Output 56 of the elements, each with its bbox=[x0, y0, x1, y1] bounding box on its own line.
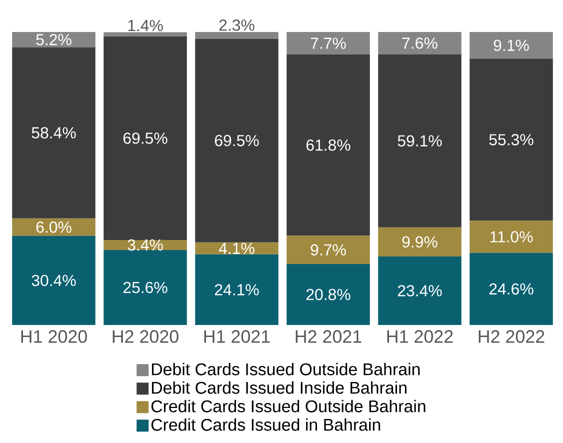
bar bbox=[378, 256, 462, 326]
bar bbox=[286, 32, 370, 55]
bar bbox=[104, 250, 187, 326]
bar bbox=[104, 36, 187, 240]
x-tick-label: H1 2020 bbox=[21, 330, 87, 343]
data-label: 55.3% bbox=[489, 134, 534, 146]
legend-label: Debit Cards Issued Inside Bahrain bbox=[152, 381, 406, 394]
bar bbox=[195, 254, 278, 326]
data-label: 6.0% bbox=[36, 222, 72, 233]
legend-label: Credit Cards Issued Outside Bahrain bbox=[151, 400, 426, 412]
bar bbox=[378, 54, 462, 228]
bar bbox=[378, 32, 462, 54]
data-label: 58.4% bbox=[32, 127, 76, 138]
bar bbox=[378, 227, 462, 256]
bar bbox=[470, 220, 553, 253]
data-label: 2.3% bbox=[219, 20, 254, 31]
data-label: 25.6% bbox=[123, 282, 168, 294]
data-label: 9.9% bbox=[402, 236, 438, 248]
bar bbox=[470, 32, 553, 59]
bar bbox=[470, 58, 553, 221]
bar bbox=[12, 236, 96, 326]
bar bbox=[12, 47, 96, 218]
data-label: 4.1% bbox=[218, 242, 254, 254]
data-label: 11.0% bbox=[490, 231, 533, 242]
data-label: 24.1% bbox=[214, 284, 259, 296]
data-label: 30.4% bbox=[32, 274, 76, 286]
bar bbox=[286, 236, 370, 264]
bar bbox=[195, 38, 278, 242]
data-label: 7.6% bbox=[402, 37, 438, 49]
bar bbox=[195, 32, 278, 39]
legend-label: Debit Cards Issued Outside Bahrain bbox=[152, 362, 420, 376]
data-label: 61.8% bbox=[306, 139, 350, 151]
data-label: 69.5% bbox=[214, 134, 259, 146]
data-label: 59.1% bbox=[398, 135, 442, 146]
bar bbox=[12, 218, 96, 236]
data-label: 20.8% bbox=[306, 288, 350, 300]
data-label: 69.5% bbox=[123, 132, 168, 144]
data-label: 5.2% bbox=[36, 34, 72, 46]
bar bbox=[286, 54, 370, 236]
x-tick-label: H1 2022 bbox=[387, 330, 453, 343]
data-label: 23.4% bbox=[398, 285, 442, 296]
bar bbox=[286, 264, 370, 326]
x-tick-label: H2 2022 bbox=[478, 330, 544, 343]
bar bbox=[104, 32, 187, 36]
x-tick-label: H2 2020 bbox=[112, 330, 178, 343]
x-tick-label: H2 2021 bbox=[296, 330, 362, 343]
data-label: 9.7% bbox=[310, 244, 346, 256]
legend-label: Credit Cards Issued in Bahrain bbox=[151, 418, 380, 431]
data-label: 1.4% bbox=[128, 20, 163, 32]
data-label: 7.7% bbox=[310, 38, 346, 49]
data-label: 24.6% bbox=[489, 283, 534, 295]
x-tick-label: H1 2021 bbox=[204, 330, 270, 343]
data-label: 9.1% bbox=[494, 40, 529, 51]
bar bbox=[470, 252, 553, 326]
bar bbox=[12, 32, 96, 48]
data-label: 3.4% bbox=[128, 239, 163, 251]
